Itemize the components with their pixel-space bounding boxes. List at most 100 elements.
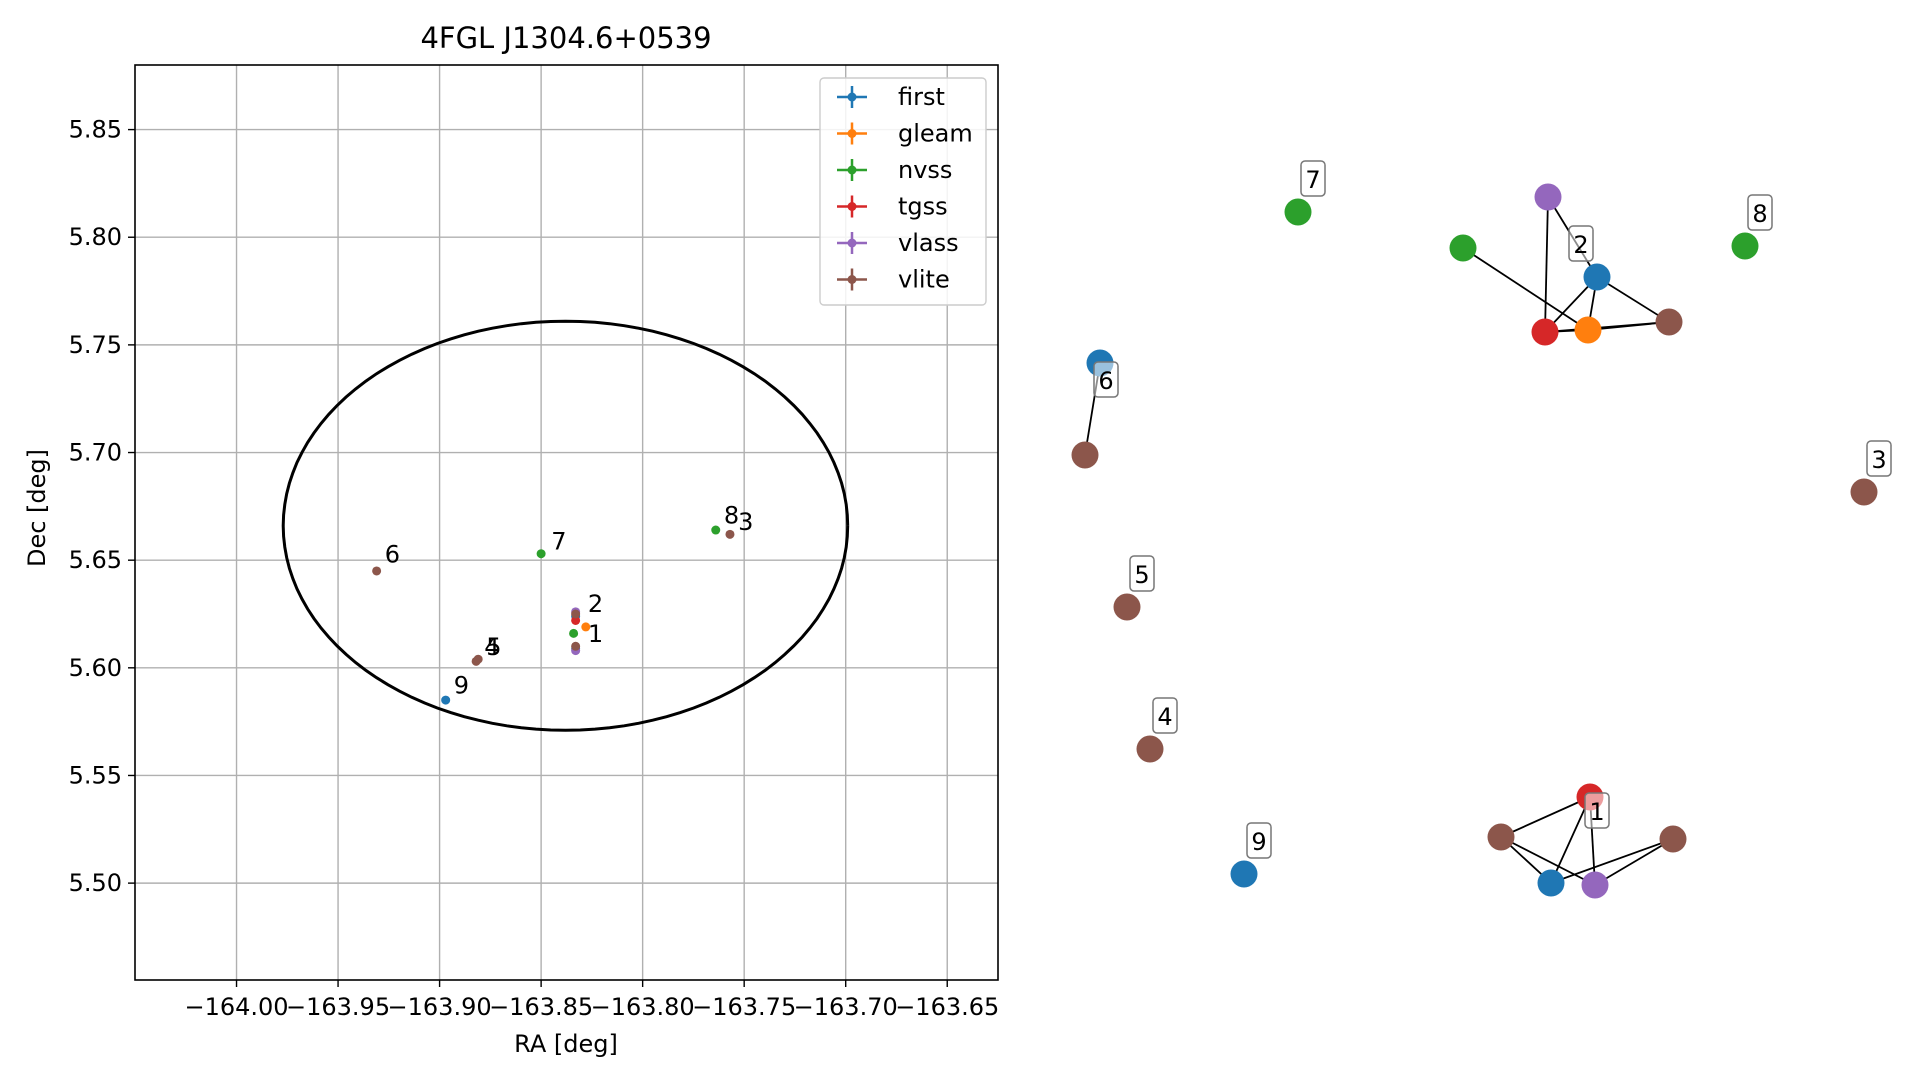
legend-label-vlass: vlass [898,229,959,257]
x-tick-label: −163.95 [286,993,390,1021]
legend-label-vlite: vlite [898,266,950,294]
group-label-box [1093,361,1119,398]
legend-marker-vlass [847,238,857,248]
vlite-node [1655,308,1683,336]
gleam-node [1574,316,1602,344]
network-group-labels: 1 2 3 4 5 6 7 8 9 [1093,160,1892,859]
gleam-point [581,622,591,632]
nvss-node [1731,232,1759,260]
network-edge [1544,196,1549,333]
vlite-node [1071,441,1099,469]
vlite-node [1113,593,1141,621]
point-annotation: 8 [724,502,739,530]
legend-items: first gleam nvss tgss vlass vlite [837,83,973,294]
x-tick-label: −163.75 [692,993,796,1021]
legend-marker-gleam [847,129,857,138]
x-tick-label: −163.65 [895,993,999,1021]
tgss-node [1531,318,1559,346]
vlite-point [571,609,581,619]
nvss-node [1284,198,1312,226]
y-tick-label: 5.55 [69,761,122,789]
network-edge [1596,276,1670,323]
data-points [372,525,735,705]
y-tick-label: 5.80 [69,223,122,251]
vlite-node [1487,823,1515,851]
vlass-node [1581,871,1609,899]
first-point [441,695,451,705]
vlass-node [1534,183,1562,211]
vlite-point [725,529,735,539]
nvss-node [1449,234,1477,262]
x-tick-label: −163.90 [388,993,492,1021]
legend-label-gleam: gleam [898,120,973,148]
group-label: 1 [1589,798,1604,826]
x-tick-label: −163.70 [794,993,898,1021]
y-axis-label: Dec [deg] [23,449,51,567]
group-label: 5 [1134,561,1149,589]
group-label-box [1246,822,1272,859]
vlite-node [1136,735,1164,763]
group-label: 9 [1251,828,1266,856]
y-axis-ticks: 5.50 5.55 5.60 5.65 5.70 5.75 5.80 5.85 [69,116,135,897]
point-annotation: 9 [454,672,469,700]
nvss-point [536,549,546,559]
legend-label-tgss: tgss [898,193,948,221]
y-tick-label: 5.65 [69,546,122,574]
vlite-point [571,641,581,651]
point-annotation: 7 [551,527,566,555]
legend-label-first: first [898,83,945,111]
first-node [1583,263,1611,291]
network-edge [1500,796,1591,838]
network-panel: 1 2 3 4 5 6 7 8 9 [1071,160,1892,899]
x-tick-label: −164.00 [184,993,288,1021]
point-annotation: 2 [588,590,603,618]
error-ellipse [281,319,850,732]
group-label-box [1747,194,1773,231]
point-annotation: 3 [738,508,753,536]
legend-marker-nvss [847,165,857,175]
nvss-point [711,525,721,535]
legend: first gleam nvss tgss vlass vlite [819,77,987,306]
point-annotation: 6 [385,540,400,568]
network-edge [1550,838,1674,884]
first-node [1230,860,1258,888]
point-annotations: 12 3 45 6 7 8 9 [385,502,754,700]
group-label-box [1300,160,1326,197]
y-tick-label: 5.70 [69,439,122,467]
group-label: 6 [1098,367,1113,395]
group-label: 2 [1573,231,1588,259]
network-edge [1594,838,1674,886]
x-tick-label: −163.85 [489,993,593,1021]
point-annotation: 1 [588,620,603,648]
group-label: 3 [1871,446,1886,474]
vlite-node [1659,825,1687,853]
network-edge [1550,796,1591,884]
y-tick-label: 5.50 [69,869,122,897]
vlite-node [1850,478,1878,506]
legend-label-nvss: nvss [898,156,952,184]
nvss-point [569,628,579,638]
group-label-box [1129,555,1155,592]
plot-frame [134,64,999,981]
x-axis-label: RA [deg] [514,1030,618,1058]
legend-marker-tgss [847,202,857,211]
first-node [1537,869,1565,897]
group-label: 7 [1305,166,1320,194]
legend-marker-first [847,92,857,102]
network-edge [1462,247,1589,331]
y-tick-label: 5.85 [69,116,122,144]
point-annotation: 4 [484,633,499,661]
vlite-point [473,654,483,664]
network-edge [1500,836,1596,886]
vlite-point [372,566,382,576]
group-label-box [1152,697,1178,734]
group-label: 4 [1157,703,1172,731]
point-annotation: 5 [486,633,501,661]
x-tick-label: −163.80 [591,993,695,1021]
legend-marker-vlite [847,275,857,284]
x-axis-ticks: −164.00−163.95−163.90−163.85−163.80−163.… [184,980,999,1021]
y-tick-label: 5.60 [69,654,122,682]
group-label-box [1584,792,1610,829]
